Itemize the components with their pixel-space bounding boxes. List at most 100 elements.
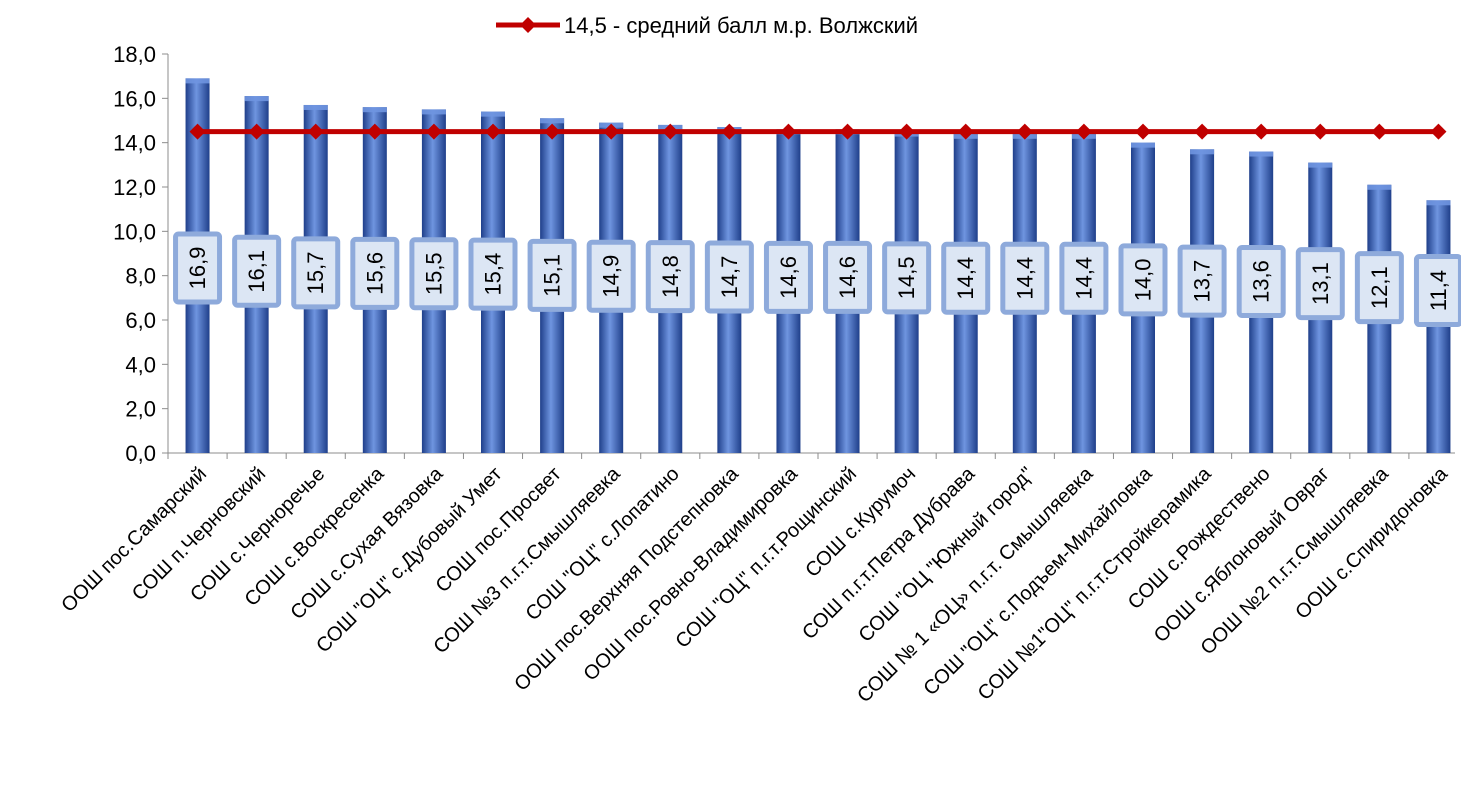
data-label-text: 14,7 [717,256,742,299]
data-label-text: 16,1 [244,250,269,293]
data-label: 14,7 [704,240,754,314]
average-point [957,123,974,140]
average-point [1312,123,1329,140]
y-tick-label: 4,0 [125,352,156,377]
data-label: 15,5 [409,237,459,311]
y-tick-label: 2,0 [125,397,156,422]
data-label-box [645,240,695,314]
data-label: 14,6 [823,240,873,314]
bar-top [1249,151,1274,157]
data-label-text: 14,0 [1131,258,1156,301]
data-label-box [1236,245,1286,319]
average-point [307,123,324,140]
data-label-box [409,237,459,311]
y-tick-label: 10,0 [113,219,156,244]
average-point [366,123,383,140]
y-tick-label: 8,0 [125,264,156,289]
data-label-box [1354,251,1404,325]
data-label-text: 14,8 [658,255,683,298]
data-label-box [1059,241,1109,315]
average-line-series [189,123,1447,140]
data-label-box [1000,241,1050,315]
bar-top [303,104,328,110]
data-label: 12,1 [1354,251,1404,325]
axes: 0,0 2,0 4,0 6,0 8,0 10,0 12,0 14,0 16,0 18,0 [113,42,1455,466]
average-point [898,123,915,140]
data-label: 15,6 [350,236,400,310]
average-point [189,123,206,140]
bar-top [244,96,269,102]
data-label: 13,7 [1177,244,1227,318]
data-label: 11,4 [1413,254,1461,328]
data-label-box [1118,243,1168,317]
legend-marker [520,17,536,33]
bar-top [1308,162,1333,168]
y-tick-label: 18,0 [113,42,156,67]
data-label-box [763,240,813,314]
data-label: 14,8 [645,240,695,314]
data-label: 13,6 [1236,245,1286,319]
bar-top [362,107,387,113]
data-label-text: 15,5 [421,252,446,295]
data-label: 14,4 [1059,241,1109,315]
data-label: 14,4 [1000,241,1050,315]
y-tick-label: 16,0 [113,86,156,111]
bar-top [185,78,210,84]
data-label-text: 14,4 [1071,257,1096,300]
bar-top [481,111,505,117]
bar-top [1190,149,1215,155]
average-point [544,123,561,140]
average-point [1135,123,1151,140]
data-label-text: 15,6 [362,252,387,295]
data-label-text: 15,1 [540,254,565,297]
bar-top [1367,184,1392,190]
data-label-box [291,236,341,310]
data-label-box [823,240,873,314]
data-label: 15,1 [527,238,577,312]
data-label-box [1413,254,1461,328]
average-point [662,123,679,140]
y-tick-label: 12,0 [113,175,156,200]
data-label-text: 13,1 [1308,262,1333,305]
data-label-text: 12,1 [1367,266,1392,309]
data-label-text: 13,7 [1190,260,1215,303]
data-label: 13,1 [1295,247,1345,321]
data-label-text: 13,6 [1249,260,1274,303]
y-tick-label: 0,0 [125,441,156,466]
y-tick-label: 14,0 [113,131,156,156]
data-label: 14,0 [1118,243,1168,317]
data-label-text: 14,4 [1012,257,1037,300]
data-label-text: 15,4 [481,253,506,296]
data-label-text: 15,7 [303,252,328,295]
data-label: 15,4 [468,237,518,311]
data-label-text: 14,4 [953,257,978,300]
data-label-text: 14,6 [776,256,801,299]
average-point [603,123,620,140]
data-label-box [941,241,991,315]
y-tick-label: 6,0 [125,308,156,333]
data-label-box [704,240,754,314]
data-label: 16,9 [173,231,223,305]
bar-top [1131,142,1155,148]
legend-label: 14,5 - средний балл м.р. Волжский [564,13,918,38]
bar-top [1426,200,1451,206]
x-tick-label: СОШ с.Курумоч [801,463,920,582]
data-label-box [1295,247,1345,321]
x-tick-label: ООШ пос.Ровно-Владимировка [580,462,803,685]
average-point [485,123,501,140]
data-label-box [232,234,282,308]
data-label: 16,1 [232,234,282,308]
average-point [1016,123,1033,140]
data-label-text: 16,9 [185,247,210,290]
data-label-box [586,239,636,313]
average-point [248,123,265,140]
legend: 14,5 - средний балл м.р. Волжский [496,13,918,38]
data-label-box [1177,244,1227,318]
average-point [839,123,856,140]
average-point [721,123,738,140]
average-point [425,123,442,140]
data-label-box [527,238,577,312]
data-label-box [173,231,223,305]
